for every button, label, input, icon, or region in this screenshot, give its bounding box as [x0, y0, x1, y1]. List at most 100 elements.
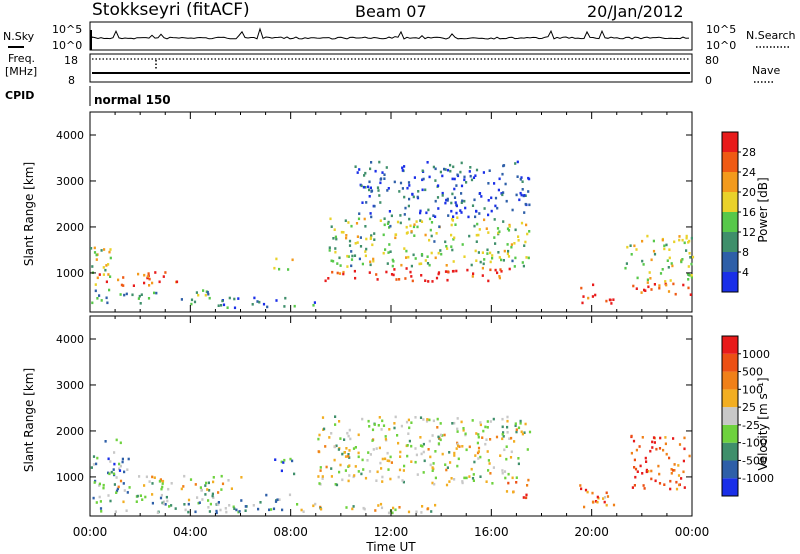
- velocity-cell: [457, 444, 460, 448]
- power-cell: [371, 243, 374, 247]
- power-cell: [430, 221, 434, 224]
- power-cell: [646, 281, 649, 284]
- power-cell: [452, 215, 455, 218]
- power-cell: [521, 180, 524, 183]
- power-cell: [106, 301, 109, 305]
- velocity-cell: [503, 470, 507, 473]
- velocity-cell: [386, 451, 389, 455]
- velocity-cell: [434, 503, 437, 507]
- velocity-cell: [384, 435, 387, 438]
- velocity-cell: [422, 418, 425, 421]
- velocity-cell: [678, 443, 682, 446]
- power-cell: [498, 276, 501, 280]
- power-cell: [608, 298, 611, 302]
- velocity-cell: [334, 415, 337, 418]
- power-cell: [119, 293, 122, 296]
- velocity-cell: [579, 484, 582, 487]
- velocity-cell: [291, 459, 294, 463]
- velocity-cell: [135, 500, 138, 503]
- velocity-cell: [408, 439, 411, 443]
- nsky-label: N.Sky: [3, 30, 35, 43]
- power-cell: [489, 260, 492, 264]
- power-cell: [434, 199, 437, 203]
- power-cell: [275, 299, 278, 302]
- velocity-cell: [143, 484, 146, 487]
- velocity-cell: [446, 466, 449, 469]
- power-cell: [358, 257, 361, 261]
- power-cell: [475, 259, 478, 262]
- power-cell: [661, 268, 664, 271]
- power-cell: [253, 296, 256, 300]
- velocity-cell: [682, 470, 685, 474]
- velocity-cell: [631, 486, 634, 489]
- velocity-cell: [632, 439, 636, 443]
- power-cell: [439, 249, 442, 252]
- velocity-cell: [334, 423, 337, 426]
- power-cell: [421, 178, 424, 182]
- velocity-cell: [217, 501, 220, 504]
- velocity-cell: [328, 436, 331, 439]
- power-cell: [437, 272, 440, 276]
- velocity-heatmap: [90, 415, 691, 515]
- power-cell: [426, 262, 430, 265]
- power-cell: [665, 283, 668, 287]
- power-cell: [527, 176, 530, 180]
- velocity-cell: [663, 483, 666, 486]
- velocity-cell: [280, 460, 283, 464]
- velocity-cell: [501, 469, 504, 472]
- power-cell: [90, 247, 93, 250]
- velocity-cell: [121, 457, 124, 461]
- velocity-cell: [160, 487, 163, 491]
- velocity-cell: [506, 415, 509, 419]
- velocity-cell: [220, 474, 223, 478]
- velocity-cell: [227, 479, 230, 482]
- power-cell: [394, 236, 397, 240]
- power-cell: [368, 271, 371, 274]
- power-cell: [516, 175, 519, 178]
- velocity-cell: [407, 510, 411, 514]
- power-cell: [137, 297, 140, 300]
- power-cell: [401, 169, 404, 172]
- power-cell: [391, 258, 394, 262]
- power-cell: [465, 181, 468, 184]
- velocity-cell: [375, 447, 378, 450]
- velocity-cell: [320, 507, 323, 511]
- power-cell: [364, 171, 367, 175]
- velocity-cell: [439, 422, 442, 425]
- power-cell: [500, 258, 503, 262]
- power-cell: [394, 233, 397, 236]
- power-cell: [486, 252, 489, 255]
- velocity-cell: [125, 509, 128, 512]
- beam-title: Beam 07: [355, 2, 427, 21]
- power-cell: [353, 254, 357, 257]
- power-cell: [455, 204, 458, 208]
- power-cell: [370, 234, 373, 237]
- power-cell: [419, 211, 422, 215]
- power-cell: [507, 255, 511, 258]
- velocity-cell: [122, 500, 125, 504]
- power-cell: [523, 194, 526, 197]
- colorbar-tick-label: 25: [742, 401, 756, 414]
- power-cell: [251, 303, 254, 306]
- velocity-cell: [348, 464, 351, 467]
- velocity-cell: [379, 461, 382, 465]
- velocity-cell: [362, 468, 365, 471]
- power-cell: [456, 173, 459, 177]
- colorbar-segment: [722, 232, 738, 252]
- velocity-cell: [317, 437, 320, 441]
- power-cell: [475, 233, 478, 237]
- velocity-cell: [209, 502, 212, 506]
- velocity-cell: [183, 503, 186, 506]
- velocity-cell: [373, 423, 376, 426]
- velocity-cell: [196, 496, 199, 499]
- power-cell: [463, 175, 466, 179]
- power-cell: [108, 288, 111, 292]
- power-cell: [383, 177, 386, 180]
- power-cell: [482, 171, 485, 174]
- velocity-cell: [678, 483, 681, 487]
- velocity-cell: [683, 486, 686, 489]
- velocity-cell: [508, 437, 511, 440]
- power-cell: [685, 249, 688, 252]
- power-cell: [233, 306, 237, 310]
